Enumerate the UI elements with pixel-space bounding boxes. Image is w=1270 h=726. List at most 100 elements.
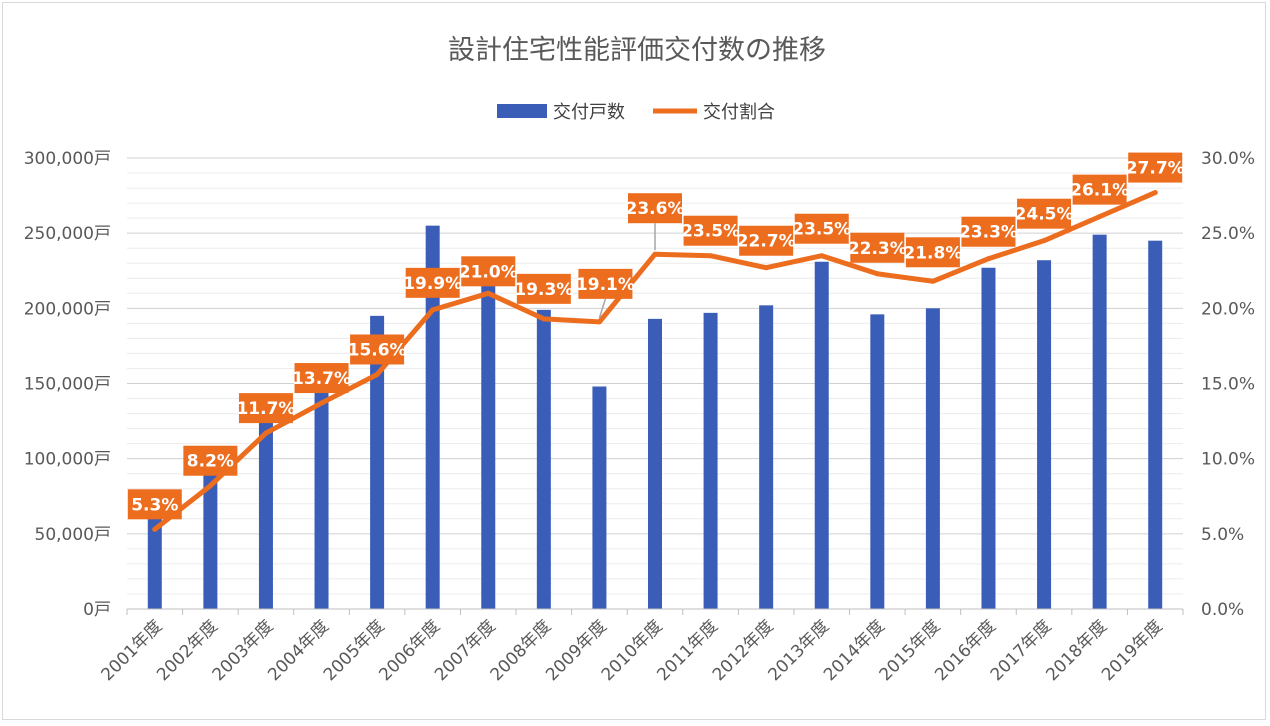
y-right-tick-label: 15.0% [1201,375,1255,395]
legend-label-bar: 交付戸数 [553,102,625,123]
data-label: 23.3% [959,223,1018,243]
data-label: 5.3% [131,495,178,515]
bar [425,225,440,609]
data-label-box [516,273,571,304]
data-label-box [127,489,182,520]
bar [1037,260,1052,609]
bar [370,315,385,609]
line-point [985,256,991,262]
bar [703,312,718,609]
bar [648,318,662,609]
data-label-box [739,225,794,256]
y-right-tick-label: 25.0% [1201,224,1255,244]
data-label: 21.0% [459,262,518,282]
line-point [652,251,658,257]
data-label-box [1017,198,1072,229]
data-label: 23.5% [792,220,851,240]
y-right-tick-label: 10.0% [1201,450,1255,470]
bar [258,419,273,609]
data-label-box [850,232,905,263]
bar [870,314,885,609]
y-left-tick-label: 200,000戸 [24,299,111,319]
data-label-box [628,193,682,224]
line-point [819,253,825,259]
legend-swatch-bar [497,104,547,118]
data-label: 22.7% [737,232,796,252]
x-tick-label: 2019年度 [1098,616,1167,685]
data-label: 22.3% [848,239,907,259]
bar [1148,240,1163,609]
data-label-box [961,216,1016,247]
bar-series [147,225,1163,610]
line-point [541,316,547,322]
bar [203,473,218,609]
bar [981,267,996,609]
data-label-box [1072,174,1127,205]
line-point [152,526,158,532]
data-label: 21.8% [903,243,962,263]
bar [925,308,940,609]
data-label-box [905,237,960,268]
data-label-box [238,393,293,424]
line-point [1152,190,1158,196]
data-label: 23.6% [626,199,685,219]
line-point [430,307,436,313]
data-label-box [350,334,405,365]
y-left-tick-label: 250,000戸 [24,224,111,244]
label-leader-line [598,298,607,319]
data-label-box [1128,152,1183,183]
data-label-box [183,445,238,476]
data-labels: 5.3% 8.2% 11.7% 13.7% 15.6% 19.9%21.0%19.3% 19… [127,152,1185,520]
data-label: 27.7% [1126,159,1185,179]
data-label: 8.2% [187,452,234,472]
data-label: 19.3% [514,280,573,300]
line-point [596,319,602,325]
y-left-tick-label: 50,000戸 [35,525,111,545]
data-label-box [461,256,516,287]
y-left-tick-label: 100,000戸 [24,450,111,470]
bar [814,261,829,609]
line-series [152,190,1158,532]
data-label: 19.9% [403,274,462,294]
line-point [708,253,714,259]
data-label: 15.6% [348,340,407,360]
data-label: 19.1% [576,275,635,295]
data-label-box [578,268,633,299]
data-label-box [794,213,849,244]
data-label: 26.1% [1070,181,1129,201]
data-label-box [405,267,460,298]
bar [759,305,774,609]
data-label-box [294,363,349,394]
y-right-tick-label: 0.0% [1201,600,1244,620]
bar [536,309,551,609]
line-point [1097,214,1103,220]
chart-title: 設計住宅性能評価交付数の推移 [448,35,826,66]
bar [1092,234,1107,610]
data-label: 13.7% [292,369,351,389]
line-point [763,265,769,271]
y-right-tick-label: 5.0% [1201,525,1244,545]
data-label-box [683,215,738,246]
line-point [1041,238,1047,244]
data-label: 24.5% [1015,205,1074,225]
y-right-tick-label: 20.0% [1201,299,1255,319]
y-left-tick-label: 150,000戸 [24,375,111,395]
y-left-tick-label: 0戸 [83,600,111,620]
bar [314,391,329,609]
data-label: 23.5% [681,222,740,242]
line-point [930,278,936,284]
line-point [874,271,880,277]
chart: 設計住宅性能評価交付数の推移 交付戸数 交付割合 0戸 50,000戸 100,00… [24,35,1255,685]
y-left-tick-label: 300,000戸 [24,149,111,169]
line-point [485,290,491,296]
line-point [207,483,213,489]
line-point [374,371,380,377]
line-point [263,430,269,436]
bar [147,515,162,609]
legend-label-line: 交付割合 [703,102,775,123]
bar [481,282,496,609]
line-point [319,400,325,406]
legend: 交付戸数 交付割合 [497,102,775,123]
data-label: 11.7% [236,399,295,419]
